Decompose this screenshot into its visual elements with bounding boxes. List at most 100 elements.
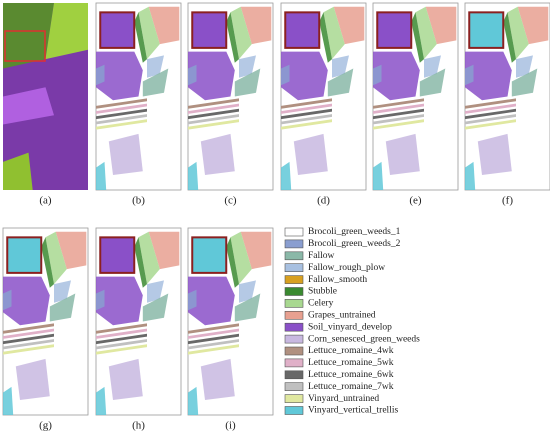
class-strip xyxy=(96,344,147,355)
panel-label: (d) xyxy=(317,195,330,207)
panel-label: (i) xyxy=(225,420,236,432)
class-region xyxy=(188,64,197,86)
legend-label: Soil_vinyard_develop xyxy=(308,322,392,332)
map-panel xyxy=(2,227,89,416)
legend-swatch xyxy=(284,287,304,296)
legend-swatch xyxy=(284,406,304,415)
highlight-box xyxy=(191,236,228,274)
class-region xyxy=(477,133,512,175)
class-region xyxy=(96,51,143,101)
map-panel xyxy=(95,2,182,191)
legend-swatch xyxy=(284,299,304,308)
legend-label: Fallow_smooth xyxy=(308,275,367,285)
class-region xyxy=(419,68,446,97)
class-region xyxy=(3,289,12,311)
legend-swatch xyxy=(284,334,304,344)
class-region xyxy=(240,6,272,45)
class-region xyxy=(134,12,147,63)
class-strip xyxy=(373,114,424,125)
class-strip xyxy=(188,328,239,339)
class-region xyxy=(188,51,235,101)
class-strip xyxy=(96,328,147,339)
class-region xyxy=(49,293,76,322)
class-region xyxy=(96,289,105,311)
legend-swatch xyxy=(284,251,304,261)
class-region xyxy=(142,68,169,97)
map-panel xyxy=(372,2,459,191)
class-strip xyxy=(465,98,516,109)
class-region xyxy=(323,6,345,60)
class-region xyxy=(41,237,54,288)
map-panel xyxy=(187,227,274,416)
class-strip xyxy=(96,103,147,114)
class-region xyxy=(281,161,292,190)
legend-swatch xyxy=(284,275,304,284)
class-region xyxy=(108,133,143,175)
class-region xyxy=(96,64,105,86)
class-region xyxy=(96,386,107,415)
class-region xyxy=(234,68,261,97)
class-strip xyxy=(281,98,332,109)
image-region xyxy=(3,3,54,69)
class-region xyxy=(138,231,160,285)
map-panel xyxy=(187,2,274,191)
class-region xyxy=(327,68,354,97)
class-strip xyxy=(3,323,54,334)
legend-swatch xyxy=(284,382,304,392)
class-strip xyxy=(465,103,516,114)
class-region xyxy=(96,161,107,190)
class-region xyxy=(465,51,512,101)
highlight-box xyxy=(376,11,413,49)
class-strip xyxy=(373,103,424,114)
class-strip xyxy=(96,323,147,334)
class-strip xyxy=(188,323,239,334)
class-strip xyxy=(96,333,147,345)
class-region xyxy=(148,6,180,45)
legend-swatch xyxy=(284,394,304,403)
legend-label: Corn_senesced_green_weeds xyxy=(308,334,420,344)
class-region xyxy=(319,12,332,63)
class-strip xyxy=(373,98,424,109)
legend-swatch xyxy=(284,239,304,249)
legend-swatch xyxy=(284,310,304,320)
class-strip xyxy=(188,344,239,355)
map-panel xyxy=(464,2,550,191)
class-strip xyxy=(188,103,239,114)
class-region xyxy=(142,293,169,322)
class-region xyxy=(108,358,143,400)
panel-label: (b) xyxy=(132,195,145,207)
class-region xyxy=(516,55,533,78)
class-region xyxy=(385,133,420,175)
legend-label: Lettuce_romaine_7wk xyxy=(308,382,394,392)
class-strip xyxy=(96,108,147,120)
class-region xyxy=(239,280,256,303)
class-region xyxy=(3,386,14,415)
panel-label: (c) xyxy=(224,195,237,207)
class-region xyxy=(415,6,437,60)
highlight-box xyxy=(191,11,228,49)
class-strip xyxy=(465,108,516,120)
legend-swatch xyxy=(284,346,304,356)
class-strip xyxy=(3,328,54,339)
class-strip xyxy=(96,119,147,130)
class-strip xyxy=(188,114,239,125)
class-region xyxy=(45,231,67,285)
class-region xyxy=(230,231,252,285)
legend-label: Lettuce_romaine_6wk xyxy=(308,370,394,380)
class-region xyxy=(240,231,272,270)
class-region xyxy=(188,161,199,190)
class-strip xyxy=(373,108,424,120)
class-region xyxy=(293,133,328,175)
class-region xyxy=(226,12,239,63)
highlight-box xyxy=(99,236,136,274)
legend-label: Vinyard_untrained xyxy=(308,394,379,404)
class-strip xyxy=(373,119,424,130)
class-region xyxy=(239,55,256,78)
map-panel xyxy=(280,2,367,191)
legend-label: Stubble xyxy=(308,287,337,297)
class-strip xyxy=(3,339,54,350)
image-region xyxy=(45,3,88,60)
class-region xyxy=(507,6,529,60)
class-strip xyxy=(96,98,147,109)
